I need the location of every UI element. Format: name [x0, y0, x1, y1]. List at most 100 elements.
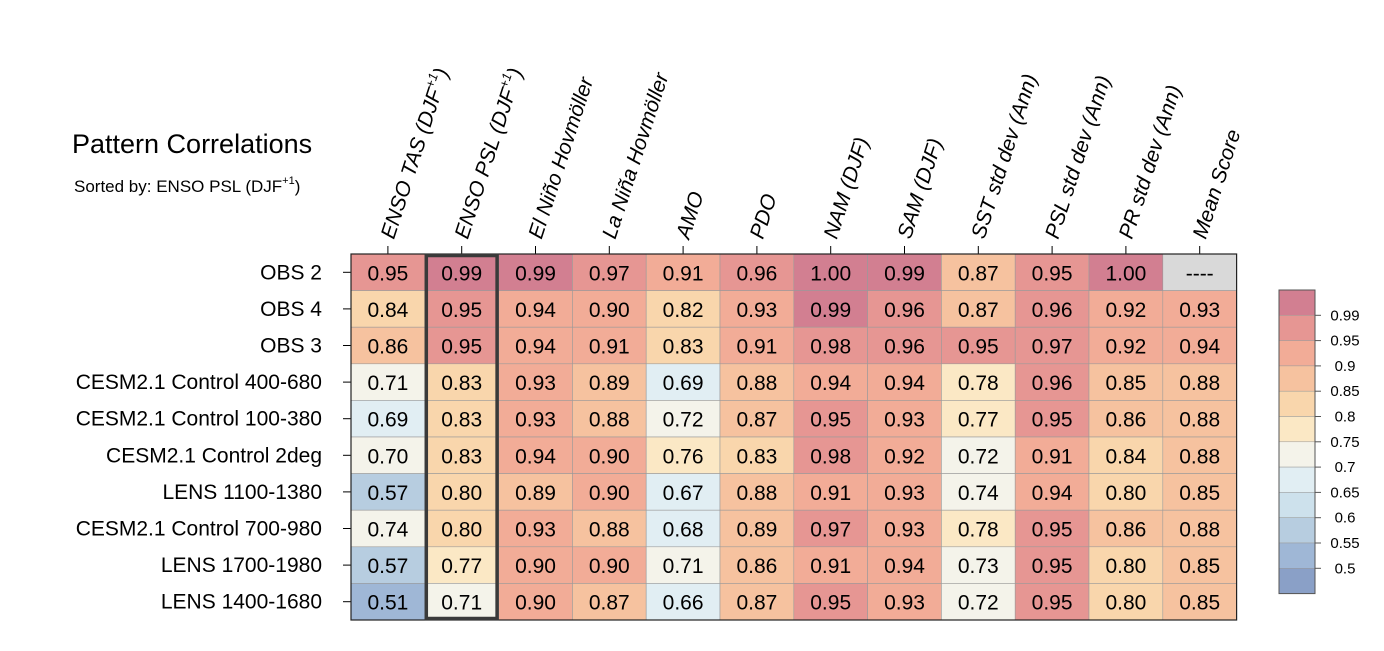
heatmap-cell: [719, 290, 795, 328]
heatmap-cell: [424, 546, 499, 584]
colorbar-swatch: [1278, 315, 1316, 341]
cell-value-label: 0.97: [1032, 336, 1073, 359]
cell-value-label: 0.95: [441, 299, 482, 322]
heatmap-cell: [1088, 509, 1164, 548]
heatmap-cell: [941, 326, 1016, 365]
colorbar-swatch: [1278, 340, 1316, 367]
column-labels: ENSO TAS (DJF+1)ENSO PSL (DJF+1)El Niño …: [374, 64, 1245, 254]
cell-value-label: 0.74: [958, 482, 999, 505]
heatmap-cell: [645, 326, 721, 365]
cell-value-label: ----: [1186, 262, 1214, 285]
heatmap-cell: [1014, 400, 1090, 438]
column-label-pr-std-dev-ann: PR std dev (Ann): [1115, 82, 1186, 241]
colorbar-level-label: 0.7: [1335, 459, 1356, 476]
heatmap-cell: [867, 400, 942, 438]
cell-value-label: 0.93: [884, 519, 925, 542]
heatmap-cell: [572, 473, 647, 511]
heatmap-cell: [498, 583, 573, 621]
cell-value-label: 0.96: [1032, 299, 1073, 322]
colorbar-level-label: 0.5: [1335, 560, 1356, 577]
row-label-lens-1700-1980: LENS 1700-1980: [161, 554, 322, 577]
column-label-la-ni-a-hovm-ller: La Niña Hovmöller: [598, 69, 674, 241]
cell-value-label: 0.99: [515, 262, 556, 285]
cell-value-label: 0.68: [663, 519, 704, 542]
heatmap-cell: [424, 290, 499, 328]
cell-value-label: 0.71: [663, 555, 704, 578]
cell-value-label: 0.83: [736, 445, 777, 468]
cell-value-label: 0.90: [515, 555, 556, 578]
cell-value-label: 0.83: [441, 409, 482, 432]
column-label-nam-djf: NAM (DJF): [820, 135, 874, 242]
cell-value-label: 0.80: [1105, 482, 1146, 505]
heatmap-cell: [941, 436, 1016, 474]
cell-value-label: 0.95: [1032, 555, 1073, 578]
cell-value-label: 0.83: [663, 336, 704, 359]
cell-value-label: 0.91: [810, 555, 851, 578]
heatmap-cell: [1014, 253, 1090, 291]
cell-value-label: 0.93: [884, 409, 925, 432]
cell-value-label: 0.87: [958, 299, 999, 322]
heatmap-cell: [1088, 583, 1164, 621]
colorbar-swatch: [1278, 466, 1316, 493]
cell-value-label: 1.00: [1105, 262, 1146, 285]
heatmap-cell: [424, 400, 499, 438]
cell-value-label: 0.93: [515, 519, 556, 542]
heatmap-cell: [1088, 546, 1164, 584]
heatmap-cell: [1162, 546, 1237, 584]
cell-value-label: 0.93: [515, 372, 556, 395]
colorbar-level-label: 0.65: [1330, 484, 1359, 501]
heatmap-cell: [572, 400, 647, 438]
cell-value-label: 0.91: [810, 482, 851, 505]
heatmap-cell: [1162, 473, 1237, 511]
cell-value-label: 0.95: [958, 336, 999, 359]
cell-value-label: 0.90: [589, 482, 630, 505]
heatmap-cell: [1014, 546, 1090, 584]
cell-value-label: 0.95: [1032, 592, 1073, 615]
colorbar-level-label: 0.55: [1330, 535, 1359, 552]
cell-value-label: 0.88: [1179, 445, 1220, 468]
row-label-cesm2-1-control-2deg: CESM2.1 Control 2deg: [106, 444, 322, 467]
heatmap-cell: [645, 400, 721, 438]
row-label-obs-4: OBS 4: [260, 298, 322, 321]
cell-value-label: 0.99: [441, 262, 482, 285]
cell-value-label: 0.94: [884, 555, 925, 578]
cell-value-label: 0.84: [367, 299, 408, 322]
cell-value-label: 0.91: [589, 336, 630, 359]
heatmap-cell: [498, 436, 573, 474]
heatmap-cell: [498, 290, 573, 328]
heatmap-cell: [645, 253, 721, 291]
heatmap-cell: [572, 436, 647, 474]
cell-value-label: 0.96: [884, 336, 925, 359]
cell-value-label: 0.95: [1032, 262, 1073, 285]
cell-value-label: 0.97: [810, 519, 851, 542]
cell-value-label: 0.86: [736, 555, 777, 578]
cell-value-label: 0.94: [1032, 482, 1073, 505]
heatmap-cell: [793, 400, 868, 438]
heatmap-cell: [572, 290, 647, 328]
cell-value-label: 0.93: [884, 592, 925, 615]
column-label-enso-tas-djf-1: ENSO TAS (DJF+1): [374, 64, 454, 241]
column-label-el-ni-o-hovm-ller: El Niño Hovmöller: [524, 74, 598, 242]
colorbar-swatch: [1278, 441, 1316, 468]
cell-value-label: 0.57: [367, 555, 408, 578]
heatmap-cell: [867, 326, 942, 365]
cell-value-label: 0.93: [515, 409, 556, 432]
cell-value-label: 0.80: [1105, 555, 1146, 578]
heatmap-cell: [719, 473, 795, 511]
heatmap-cell: [1088, 290, 1164, 328]
cell-value-label: 0.95: [1032, 409, 1073, 432]
cell-value-label: 0.89: [589, 372, 630, 395]
heatmap-cell: [1088, 326, 1164, 365]
colorbar-swatch: [1278, 416, 1316, 443]
cell-value-label: 0.95: [1032, 519, 1073, 542]
cell-value-label: 0.76: [663, 445, 704, 468]
cell-value-label: 0.72: [958, 445, 999, 468]
cell-value-label: 0.80: [441, 519, 482, 542]
heatmap-cell: [1162, 436, 1237, 474]
cell-value-label: 0.97: [589, 262, 630, 285]
heatmap-cell: [719, 363, 795, 401]
cell-value-label: 0.96: [884, 299, 925, 322]
heatmap-cell: [1162, 509, 1237, 548]
heatmap-cell: [572, 583, 647, 621]
column-label-psl-std-dev-ann: PSL std dev (Ann): [1041, 73, 1115, 242]
